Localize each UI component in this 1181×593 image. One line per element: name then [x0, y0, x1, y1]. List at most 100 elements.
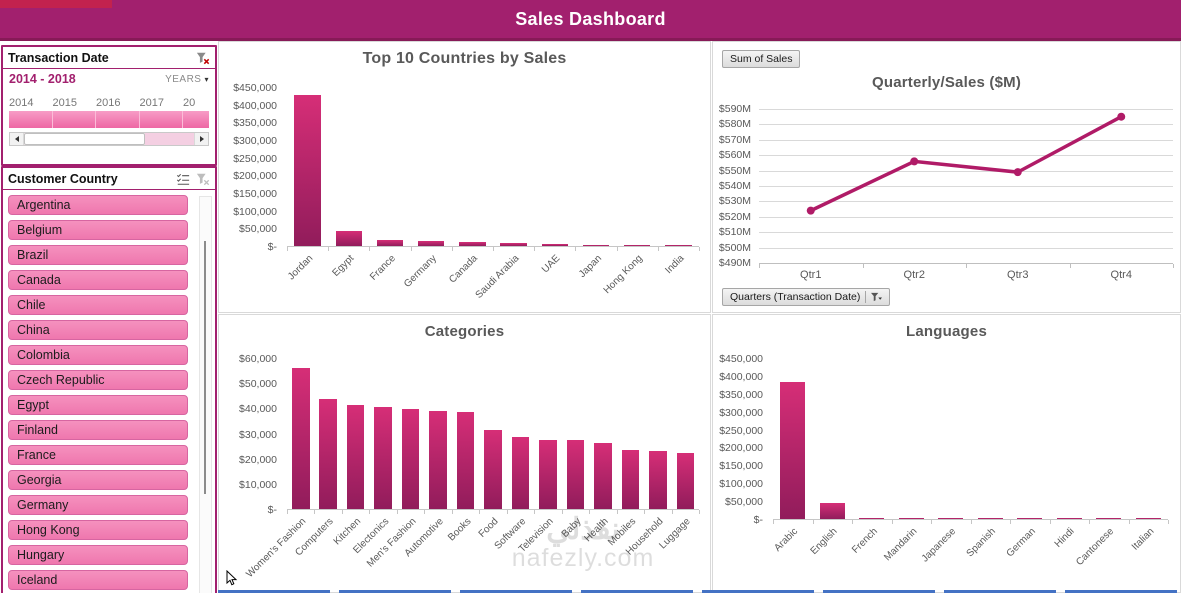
bar[interactable]: [376, 240, 404, 246]
timeline-selected-segment[interactable]: [96, 111, 140, 128]
timeline-scrollbar-track[interactable]: [144, 133, 194, 145]
bar[interactable]: [1096, 518, 1122, 519]
timeline-period-selector[interactable]: YEARS ▾: [165, 74, 209, 85]
y-axis-tick-label: $60,000: [239, 353, 277, 365]
data-point-marker[interactable]: [1117, 112, 1126, 121]
country-item[interactable]: Hong Kong: [8, 520, 188, 540]
gridline: [759, 232, 1173, 234]
country-list-scrollbar[interactable]: [199, 196, 212, 593]
y-axis-tick-label: $250,000: [719, 424, 763, 437]
country-item[interactable]: France: [8, 445, 188, 465]
timeline-range-row: 2014 - 2018 YEARS ▾: [3, 69, 215, 86]
bar[interactable]: [624, 245, 651, 246]
y-axis-tick-label: $30,000: [239, 428, 277, 441]
bar[interactable]: [429, 410, 447, 509]
bar[interactable]: [500, 242, 527, 246]
bar-slot: [773, 359, 813, 519]
country-item[interactable]: Germany: [8, 495, 188, 515]
data-point-marker[interactable]: [1013, 168, 1022, 177]
bar-slot: [892, 359, 932, 519]
scroll-left-button[interactable]: [10, 133, 24, 145]
bar[interactable]: [335, 230, 362, 246]
country-item[interactable]: Iceland: [8, 570, 188, 590]
bar[interactable]: [418, 241, 445, 246]
bar[interactable]: [319, 399, 337, 509]
scroll-right-button[interactable]: [194, 133, 208, 145]
bar[interactable]: [859, 517, 885, 519]
country-item[interactable]: Argentina: [8, 195, 188, 215]
y-axis-tick-label: $450,000: [719, 353, 763, 365]
axis-tick: [369, 510, 371, 514]
chart-title: Top 10 Countries by Sales: [362, 50, 567, 67]
bar-slot: [287, 359, 314, 509]
bar[interactable]: [484, 430, 502, 509]
field-button-divider: [865, 291, 867, 303]
country-item[interactable]: Finland: [8, 420, 188, 440]
data-point-marker[interactable]: [806, 206, 815, 215]
chart-title: Quarterly/Sales ($M): [871, 74, 1022, 91]
timeline-selected-segment[interactable]: [9, 111, 53, 128]
multi-select-icon[interactable]: [176, 172, 190, 186]
clear-filter-disabled-icon[interactable]: [196, 172, 210, 186]
timeline-selection-bar[interactable]: [9, 111, 209, 128]
axis-tick: [1173, 264, 1174, 268]
country-item[interactable]: China: [8, 320, 188, 340]
bar[interactable]: [294, 95, 321, 246]
country-item[interactable]: Brazil: [8, 245, 188, 265]
axis-tick: [575, 247, 577, 251]
sum-of-sales-field-button[interactable]: Sum of Sales: [722, 50, 801, 68]
clear-filter-icon[interactable]: [196, 51, 210, 65]
bar[interactable]: [582, 244, 610, 246]
country-item[interactable]: Colombia: [8, 345, 188, 365]
bar[interactable]: [780, 382, 806, 519]
bar[interactable]: [541, 244, 568, 246]
x-axis-label: Food: [476, 516, 501, 540]
bar[interactable]: [566, 439, 585, 509]
bar[interactable]: [291, 367, 310, 509]
bar[interactable]: [938, 518, 964, 519]
bar[interactable]: [977, 518, 1003, 519]
bar-slot: [411, 88, 452, 246]
bar[interactable]: [649, 451, 667, 509]
transaction-date-slicer-title: Transaction Date: [8, 51, 109, 65]
bar[interactable]: [1017, 518, 1043, 519]
timeline-scrollbar[interactable]: [9, 132, 209, 146]
bar[interactable]: [459, 241, 486, 246]
bar[interactable]: [594, 443, 612, 509]
country-item[interactable]: Egypt: [8, 395, 188, 415]
country-item[interactable]: Hungary: [8, 545, 188, 565]
mouse-cursor-icon: [226, 569, 238, 586]
country-item[interactable]: Canada: [8, 270, 188, 290]
x-axis-label: German: [1004, 526, 1038, 560]
bar[interactable]: [1135, 518, 1161, 519]
plot-area: [759, 109, 1174, 268]
data-point-marker[interactable]: [910, 157, 919, 166]
timeline-selected-segment[interactable]: [52, 111, 96, 128]
timeline-range-label: 2014 - 2018: [9, 72, 76, 86]
bar[interactable]: [374, 406, 392, 509]
bar[interactable]: [676, 452, 695, 509]
country-item[interactable]: Belgium: [8, 220, 188, 240]
bar-slot: [534, 88, 575, 246]
bar[interactable]: [346, 404, 365, 509]
bar[interactable]: [898, 518, 924, 519]
bar[interactable]: [401, 408, 420, 509]
bar[interactable]: [539, 439, 557, 509]
bar-slot: [562, 359, 589, 509]
bar[interactable]: [511, 437, 530, 509]
timeline-selected-segment[interactable]: [139, 111, 183, 128]
bar[interactable]: [1056, 518, 1082, 519]
country-item[interactable]: Georgia: [8, 470, 188, 490]
bar[interactable]: [621, 449, 640, 509]
timeline-scrollbar-thumb[interactable]: [24, 133, 145, 145]
sales-line-series[interactable]: [759, 109, 1173, 263]
quarters-axis-field-button[interactable]: Quarters (Transaction Date): [722, 288, 891, 306]
bar[interactable]: [665, 245, 692, 246]
country-item[interactable]: Czech Republic: [8, 370, 188, 390]
bar[interactable]: [819, 502, 845, 519]
timeline-selected-segment[interactable]: [183, 111, 209, 128]
bar[interactable]: [456, 411, 475, 509]
country-list-scrollbar-thumb[interactable]: [204, 240, 206, 495]
x-axis-labels: Women's Fashion Computers Kitchen Electonic…: [244, 513, 699, 591]
country-item[interactable]: Chile: [8, 295, 188, 315]
